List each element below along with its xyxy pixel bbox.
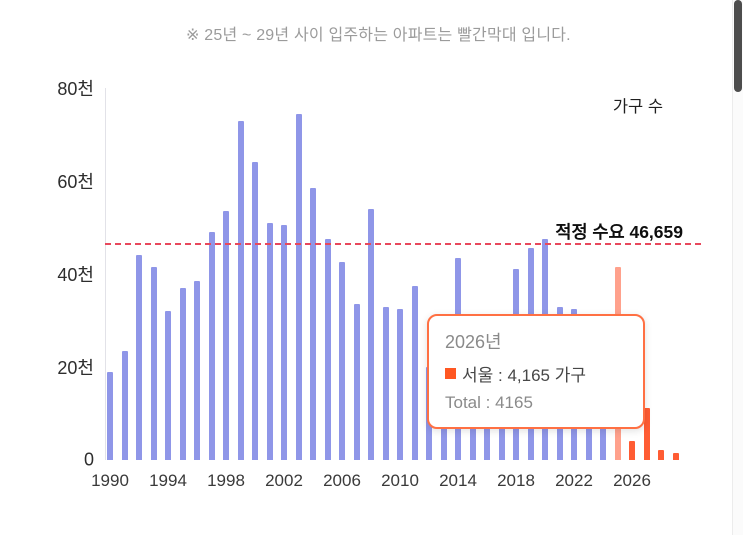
bar-2006[interactable] — [339, 262, 345, 460]
bar-1997[interactable] — [208, 232, 215, 460]
y-axis-line — [105, 88, 106, 460]
scrollbar-thumb[interactable] — [734, 0, 742, 92]
bar-2005[interactable] — [324, 239, 331, 460]
tooltip-title: 2026년 — [445, 332, 502, 352]
bar-2009[interactable] — [382, 306, 389, 460]
x-axis-label: 2002 — [265, 471, 303, 490]
bar-1993[interactable] — [150, 267, 157, 460]
tooltip: 2026년 서울 : 4,165 가구 Total : 4165 — [427, 314, 645, 429]
x-axis-label: 2006 — [323, 471, 361, 490]
bar-1991[interactable] — [121, 350, 128, 460]
y-axis-label: 80천 — [57, 79, 94, 99]
bar-1992[interactable] — [136, 255, 142, 460]
bar-2003[interactable] — [295, 113, 302, 460]
bar-2027[interactable] — [643, 407, 650, 460]
tooltip-series-value: 서울 : 4,165 가구 — [462, 366, 586, 385]
x-axis-label: 2010 — [381, 471, 419, 490]
bar-1995[interactable] — [179, 287, 186, 460]
y-axis-label: 0 — [83, 449, 94, 470]
y-axis-label: 60천 — [57, 172, 94, 192]
bar-2001[interactable] — [266, 222, 273, 460]
x-axis-label: 2026 — [613, 471, 651, 490]
bar-1994[interactable] — [165, 311, 171, 460]
bar-2029[interactable] — [672, 453, 679, 460]
bar-2004[interactable] — [310, 187, 316, 460]
bar-1996[interactable] — [194, 280, 200, 460]
bar-1990[interactable] — [107, 371, 113, 460]
x-axis-label: 1994 — [149, 471, 187, 490]
bar-1999[interactable] — [237, 120, 244, 460]
reference-line-label: 적정 수요 46,659 — [555, 222, 683, 242]
scrollbar-track[interactable] — [732, 0, 743, 535]
bar-2028[interactable] — [658, 449, 664, 460]
x-axis-label: 1998 — [207, 471, 245, 490]
x-axis-label: 1990 — [91, 471, 129, 490]
chart-note: ※ 25년 ~ 29년 사이 입주하는 아파트는 빨간막대 입니다. — [186, 27, 571, 44]
y-axis-label: 40천 — [57, 265, 94, 285]
x-axis-label: 2022 — [555, 471, 593, 490]
bar-2026[interactable] — [629, 440, 635, 460]
bar-2008[interactable] — [368, 208, 374, 460]
bar-2002[interactable] — [281, 225, 287, 460]
tooltip-total: Total : 4165 — [445, 393, 533, 412]
x-axis-label: 2018 — [497, 471, 535, 490]
series-label: 가구 수 — [612, 98, 663, 116]
x-axis-label: 2014 — [439, 471, 477, 490]
tooltip-series-row: 서울 : 4,165 가구 — [445, 361, 627, 386]
bar-1998[interactable] — [223, 211, 229, 460]
bar-2007[interactable] — [353, 304, 360, 460]
bar-2000[interactable] — [252, 162, 258, 460]
bar-2011[interactable] — [411, 285, 418, 460]
reference-line — [105, 243, 701, 246]
series-swatch-icon — [445, 368, 456, 379]
bar-2010[interactable] — [397, 308, 403, 460]
y-axis-label: 20천 — [57, 358, 94, 378]
